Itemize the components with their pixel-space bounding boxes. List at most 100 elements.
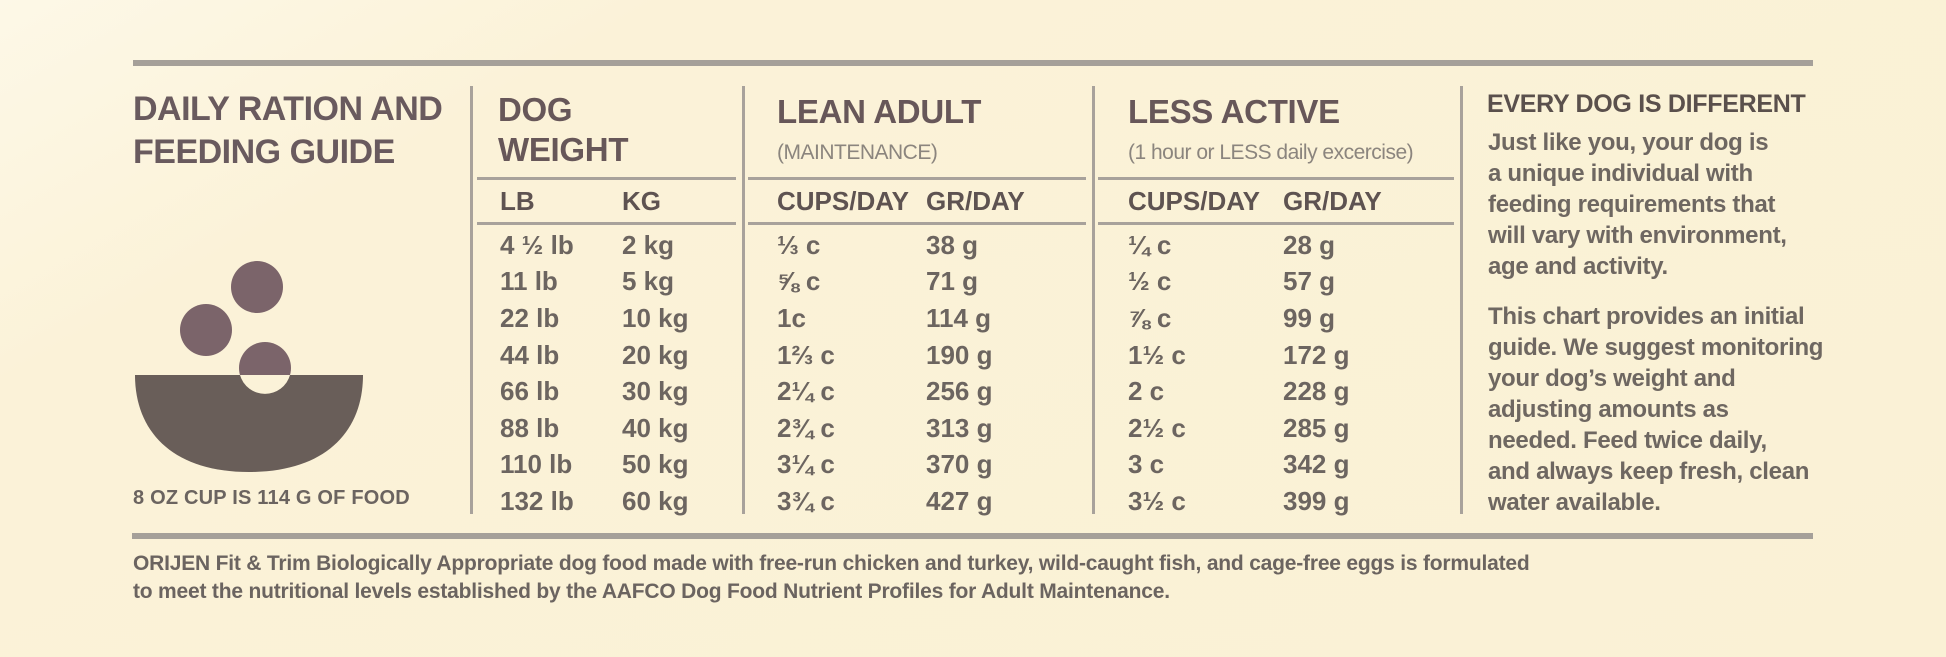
column-group-less-active-note: (1 hour or LESS daily excercise) (1128, 141, 1414, 164)
table-row: ⅓ c 38 g (777, 227, 993, 264)
info-panel-heading: EVERY DOG IS DIFFERENT (1487, 90, 1806, 118)
dog-weight-rows: 4 ½ lb 2 kg 11 lb 5 kg 22 lb 10 kg 44 lb… (500, 227, 689, 520)
column-divider (1092, 86, 1095, 514)
top-rule (133, 60, 1813, 66)
table-row: 132 lb 60 kg (500, 483, 689, 520)
cups-per-day-cell: 3¼ c (777, 449, 835, 480)
dog-food-bowl-icon (135, 261, 363, 472)
col-header-lb: LB (500, 186, 535, 216)
bowl-shape (135, 375, 363, 472)
cups-per-day-cell: 1½ c (1128, 339, 1186, 370)
weight-lb-cell: 11 lb (500, 266, 558, 297)
grams-per-day-cell: 99 g (1283, 302, 1336, 333)
cups-per-day-cell: ⅓ c (777, 229, 821, 260)
header-separator (748, 177, 1086, 180)
cups-per-day-cell: ⅝ c (777, 266, 821, 297)
cups-per-day-cell: 3¾ c (777, 485, 835, 516)
subheader-separator (1098, 222, 1454, 225)
cups-per-day-cell: ⅞ c (1128, 302, 1172, 333)
grams-per-day-cell: 313 g (926, 412, 993, 443)
column-divider (1460, 86, 1463, 514)
less-active-rows: ¼ c 28 g ½ c 57 g ⅞ c 99 g 1½ c 172 g 2 … (1128, 227, 1350, 520)
table-row: 2½ c 285 g (1128, 410, 1350, 447)
cups-per-day-cell: ½ c (1128, 266, 1172, 297)
table-row: 11 lb 5 kg (500, 264, 689, 301)
column-group-lean-adult: LEAN ADULT (777, 93, 982, 130)
cups-per-day-cell: 2¼ c (777, 376, 835, 407)
table-row: ½ c 57 g (1128, 264, 1350, 301)
grams-per-day-cell: 285 g (1283, 412, 1350, 443)
weight-lb-cell: 4 ½ lb (500, 229, 574, 260)
page-title: DAILY RATION AND FEEDING GUIDE (133, 90, 443, 171)
table-row: 3¾ c 427 g (777, 483, 993, 520)
weight-kg-cell: 30 kg (622, 376, 689, 407)
cups-per-day-cell: 2 c (1128, 376, 1165, 407)
table-row: ¼ c 28 g (1128, 227, 1350, 264)
cups-per-day-cell: 2½ c (1128, 412, 1186, 443)
info-paragraph: Just like you, your dog is a unique indi… (1488, 129, 1787, 280)
cups-per-day-cell: 3½ c (1128, 485, 1186, 516)
column-divider (470, 86, 473, 514)
weight-kg-cell: 20 kg (622, 339, 689, 370)
table-row: 66 lb 30 kg (500, 373, 689, 410)
cup-note: 8 OZ CUP IS 114 G OF FOOD (133, 487, 410, 509)
weight-kg-cell: 5 kg (622, 266, 675, 297)
cups-per-day-cell: 1⅔ c (777, 339, 835, 370)
grams-per-day-cell: 38 g (926, 229, 979, 260)
table-row: 110 lb 50 kg (500, 447, 689, 484)
weight-kg-cell: 50 kg (622, 449, 689, 480)
grams-per-day-cell: 256 g (926, 376, 993, 407)
grams-per-day-cell: 114 g (926, 302, 992, 333)
subheader-separator (748, 222, 1086, 225)
table-row: 2¼ c 256 g (777, 373, 993, 410)
table-row: 3 c 342 g (1128, 447, 1350, 484)
weight-kg-cell: 60 kg (622, 485, 689, 516)
grams-per-day-cell: 427 g (926, 485, 993, 516)
grams-per-day-cell: 370 g (926, 449, 993, 480)
table-row: 3½ c 399 g (1128, 483, 1350, 520)
column-group-less-active: LESS ACTIVE (1128, 93, 1340, 130)
table-row: 1c 114 g (777, 300, 993, 337)
table-row: 1½ c 172 g (1128, 337, 1350, 374)
col-header-less-cups: CUPS/DAY (1128, 186, 1260, 216)
grams-per-day-cell: 28 g (1283, 229, 1336, 260)
grams-per-day-cell: 228 g (1283, 376, 1350, 407)
header-separator (1098, 177, 1454, 180)
grams-per-day-cell: 57 g (1283, 266, 1336, 297)
weight-lb-cell: 110 lb (500, 449, 573, 480)
kibble-knockout (240, 375, 290, 394)
cups-per-day-cell: ¼ c (1128, 229, 1172, 260)
table-row: 3¼ c 370 g (777, 447, 993, 484)
grams-per-day-cell: 71 g (926, 266, 979, 297)
table-row: ⅝ c 71 g (777, 264, 993, 301)
table-row: 2¾ c 313 g (777, 410, 993, 447)
kibble-circle (231, 261, 283, 313)
subheader-separator (477, 222, 736, 225)
header-separator (477, 177, 736, 180)
kibble-circle (180, 304, 232, 356)
weight-lb-cell: 132 lb (500, 485, 574, 516)
table-row: 4 ½ lb 2 kg (500, 227, 689, 264)
table-row: 1⅔ c 190 g (777, 337, 993, 374)
col-header-less-grams: GR/DAY (1283, 186, 1382, 216)
grams-per-day-cell: 172 g (1283, 339, 1350, 370)
grams-per-day-cell: 342 g (1283, 449, 1350, 480)
weight-lb-cell: 44 lb (500, 339, 560, 370)
column-group-lean-adult-note: (MAINTENANCE) (777, 141, 938, 164)
cups-per-day-cell: 2¾ c (777, 412, 835, 443)
table-row: 22 lb 10 kg (500, 300, 689, 337)
weight-lb-cell: 22 lb (500, 302, 560, 333)
weight-kg-cell: 2 kg (622, 229, 675, 260)
weight-kg-cell: 40 kg (622, 412, 689, 443)
cups-per-day-cell: 3 c (1128, 449, 1165, 480)
table-row: ⅞ c 99 g (1128, 300, 1350, 337)
aafco-statement: ORIJEN Fit & Trim Biologically Appropria… (133, 552, 1530, 603)
col-header-kg: KG (622, 186, 661, 216)
weight-lb-cell: 88 lb (500, 412, 560, 443)
table-row: 44 lb 20 kg (500, 337, 689, 374)
info-paragraph: This chart provides an initial guide. We… (1488, 303, 1824, 516)
column-divider (742, 86, 745, 514)
table-row: 88 lb 40 kg (500, 410, 689, 447)
bottom-rule (132, 533, 1813, 539)
